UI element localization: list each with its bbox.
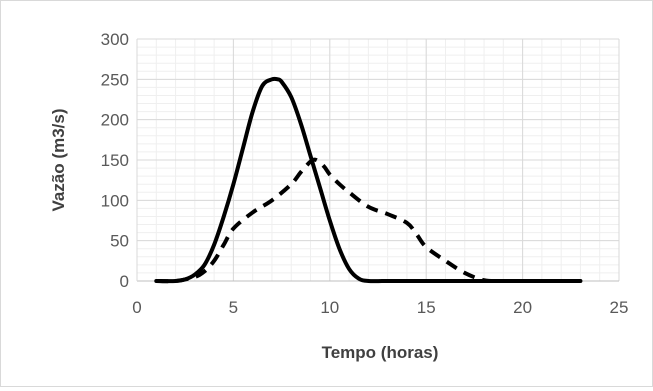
x-axis-title: Tempo (horas)	[322, 343, 439, 362]
y-tick-label: 300	[101, 30, 129, 49]
y-tick-label: 200	[101, 111, 129, 130]
series-line-dashed	[156, 157, 581, 284]
x-tick-label: 15	[417, 298, 436, 317]
x-tick-label: 25	[610, 298, 629, 317]
x-tick-label: 0	[132, 298, 141, 317]
grid	[136, 38, 620, 282]
x-tick-label: 5	[229, 298, 238, 317]
series-lines	[154, 76, 583, 284]
series-line-solid	[154, 76, 583, 284]
y-tick-label: 50	[110, 232, 129, 251]
x-tick-label: 20	[513, 298, 532, 317]
y-tick-label: 100	[101, 191, 129, 210]
y-axis-title: Vazão (m3/s)	[49, 109, 68, 212]
x-tick-label: 10	[320, 298, 339, 317]
y-tick-label: 0	[120, 272, 129, 291]
y-tick-label: 250	[101, 70, 129, 89]
y-tick-label: 150	[101, 151, 129, 170]
